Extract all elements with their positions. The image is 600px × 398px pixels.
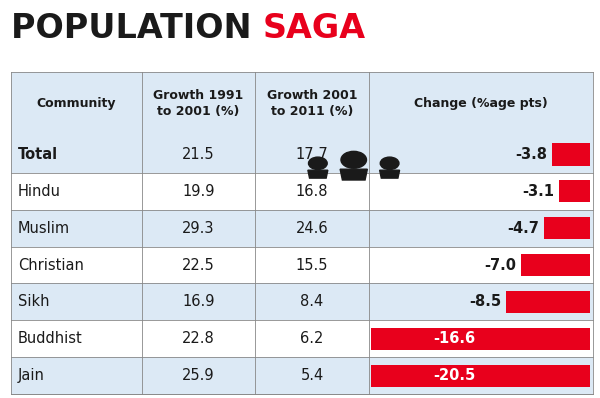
FancyBboxPatch shape (559, 180, 590, 203)
Text: Growth 1991
to 2001 (%): Growth 1991 to 2001 (%) (154, 90, 244, 118)
Text: Change (%age pts): Change (%age pts) (414, 98, 548, 110)
Text: -3.8: -3.8 (515, 147, 548, 162)
Text: Growth 2001
to 2011 (%): Growth 2001 to 2011 (%) (267, 90, 357, 118)
Text: Total: Total (18, 147, 58, 162)
Text: 22.8: 22.8 (182, 331, 215, 346)
Text: -16.6: -16.6 (433, 331, 476, 346)
Text: 19.9: 19.9 (182, 184, 215, 199)
Polygon shape (308, 170, 328, 178)
Text: 15.5: 15.5 (296, 258, 328, 273)
Text: -4.7: -4.7 (507, 221, 539, 236)
Text: -20.5: -20.5 (433, 368, 476, 383)
FancyBboxPatch shape (371, 365, 590, 386)
FancyBboxPatch shape (371, 328, 590, 350)
Circle shape (341, 151, 367, 168)
Circle shape (380, 157, 399, 170)
Text: Community: Community (37, 98, 116, 110)
Text: 22.5: 22.5 (182, 258, 215, 273)
Circle shape (308, 157, 327, 170)
Text: Sikh: Sikh (18, 295, 49, 309)
FancyBboxPatch shape (11, 247, 593, 283)
Text: 8.4: 8.4 (301, 295, 323, 309)
FancyBboxPatch shape (553, 144, 590, 166)
Polygon shape (380, 170, 400, 178)
Text: SAGA: SAGA (263, 12, 366, 45)
Text: Muslim: Muslim (18, 221, 70, 236)
Text: -8.5: -8.5 (469, 295, 502, 309)
Polygon shape (340, 169, 367, 180)
Text: 17.7: 17.7 (296, 147, 328, 162)
FancyBboxPatch shape (521, 254, 590, 276)
FancyBboxPatch shape (506, 291, 590, 313)
FancyBboxPatch shape (11, 173, 593, 210)
Text: 5.4: 5.4 (301, 368, 323, 383)
Text: 16.8: 16.8 (296, 184, 328, 199)
Text: Hindu: Hindu (18, 184, 61, 199)
Text: POPULATION: POPULATION (11, 12, 263, 45)
Text: Buddhist: Buddhist (18, 331, 83, 346)
Text: 21.5: 21.5 (182, 147, 215, 162)
Text: 25.9: 25.9 (182, 368, 215, 383)
FancyBboxPatch shape (11, 320, 593, 357)
Text: Jain: Jain (18, 368, 45, 383)
Text: 29.3: 29.3 (182, 221, 215, 236)
Text: -7.0: -7.0 (484, 258, 516, 273)
Text: -3.1: -3.1 (523, 184, 554, 199)
Text: 16.9: 16.9 (182, 295, 215, 309)
Text: 24.6: 24.6 (296, 221, 328, 236)
FancyBboxPatch shape (11, 72, 593, 394)
Text: 6.2: 6.2 (300, 331, 323, 346)
FancyBboxPatch shape (544, 217, 590, 239)
Text: Christian: Christian (18, 258, 84, 273)
